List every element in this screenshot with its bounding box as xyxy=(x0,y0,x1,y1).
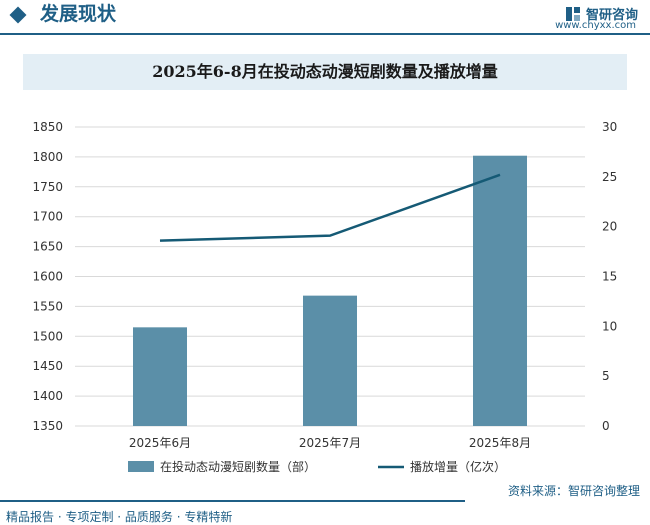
brand-url: www.chyxx.com xyxy=(555,20,636,31)
legend-bar-label: 在投动态动漫短剧数量（部） xyxy=(160,459,316,474)
y-left-tick-label: 1400 xyxy=(32,389,63,403)
bar xyxy=(473,155,527,427)
bar xyxy=(133,327,187,426)
header-divider xyxy=(0,33,650,35)
footer-services: 精品报告 · 专项定制 · 品质服务 · 专精特新 xyxy=(6,510,233,524)
y-left-tick-label: 1750 xyxy=(32,180,63,194)
y-right-tick-label: 0 xyxy=(602,419,610,433)
chart-title-band: 2025年6-8月在投动态动漫短剧数量及播放增量 xyxy=(23,54,627,90)
y-right-tick-label: 5 xyxy=(602,369,610,383)
source-note: 资料来源：智研咨询整理 xyxy=(507,484,640,498)
legend-bar-swatch xyxy=(128,461,154,472)
y-left-tick-label: 1500 xyxy=(32,329,63,343)
brand-name: 智研咨询 xyxy=(585,8,638,23)
x-tick-label: 2025年6月 xyxy=(129,436,191,450)
y-left-tick-label: 1450 xyxy=(32,359,63,373)
x-tick-label: 2025年8月 xyxy=(469,436,531,450)
brand: 智研咨询 xyxy=(565,3,638,23)
page-header: 发展现状 智研咨询 www.chyxx.com xyxy=(0,0,650,40)
y-left-tick-label: 1350 xyxy=(32,419,63,433)
y-left-tick-label: 1800 xyxy=(32,150,63,164)
bar xyxy=(303,295,357,426)
footer-divider xyxy=(0,500,465,502)
chart-title: 2025年6-8月在投动态动漫短剧数量及播放增量 xyxy=(152,62,498,81)
y-left-tick-label: 1550 xyxy=(32,299,63,313)
y-right-tick-label: 20 xyxy=(602,220,617,234)
y-right-tick-label: 15 xyxy=(602,270,617,284)
y-right-tick-label: 30 xyxy=(602,120,617,134)
y-left-tick-label: 1650 xyxy=(32,240,63,254)
section-title: 发展现状 xyxy=(40,3,117,25)
y-left-tick-label: 1700 xyxy=(32,210,63,224)
y-right-tick-label: 25 xyxy=(602,170,617,184)
y-left-tick-label: 1600 xyxy=(32,270,63,284)
y-left-tick-label: 1850 xyxy=(32,120,63,134)
y-right-tick-label: 10 xyxy=(602,319,617,333)
brand-logo-icon xyxy=(565,6,580,21)
line-series xyxy=(159,173,501,242)
x-tick-label: 2025年7月 xyxy=(299,436,361,450)
legend-line-label: 播放增量（亿次） xyxy=(410,459,506,474)
